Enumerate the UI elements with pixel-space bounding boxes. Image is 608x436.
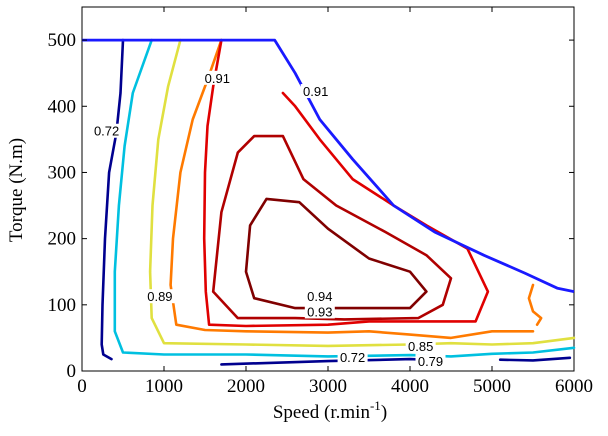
x-tick-label: 4000 <box>391 376 429 397</box>
x-tick-label: 3000 <box>309 376 347 397</box>
boundary-line <box>82 38 575 293</box>
contour-lines <box>100 38 576 366</box>
contour-0.93-segment-0 <box>211 134 453 321</box>
contour-0.94-segment-0 <box>244 197 428 310</box>
x-tick-label: 6000 <box>555 376 593 397</box>
y-axis-ticks: 0 100 200 300 400 500 <box>48 30 574 382</box>
contour-0.89-segment-0 <box>169 38 535 340</box>
x-axis-title: Speed (r.min-1) <box>273 398 387 423</box>
contour-0.85-segment-0 <box>148 38 576 348</box>
contour-labels: 0.72 0.91 0.91 0.89 0.940.93 0.85 0.72 0.79 <box>91 70 446 369</box>
contour-0.72-segment-2 <box>498 356 572 362</box>
x-tick-label: 2000 <box>227 376 265 397</box>
y-tick-label: 200 <box>48 229 77 250</box>
contour-label-bg <box>415 354 446 369</box>
contour-label-bg <box>144 289 175 304</box>
contour-label-bg <box>337 350 368 365</box>
y-axis-title: Torque (N.m) <box>6 138 27 242</box>
contour-label: 0.91 <box>205 71 230 86</box>
contour-label-bg <box>202 70 233 85</box>
x-axis-ticks: 0 1000 2000 3000 4000 5000 6000 <box>77 7 593 397</box>
y-tick-label: 0 <box>67 361 77 382</box>
contour-label: 0.79 <box>418 354 443 369</box>
contour-label: 0.93 <box>307 304 332 319</box>
contour-label-bg <box>300 84 331 99</box>
x-tick-label: 5000 <box>473 376 511 397</box>
contour-label: 0.72 <box>340 350 365 365</box>
contour-label: 0.91 <box>303 84 328 99</box>
contour-label: 0.94 <box>307 289 332 304</box>
y-tick-label: 500 <box>48 30 77 51</box>
contour-0.79-segment-0 <box>113 38 576 358</box>
contour-label-bg <box>304 304 335 319</box>
contour-label-bg <box>304 289 335 304</box>
x-tick-label: 0 <box>77 376 87 397</box>
contour-label-bg <box>405 338 436 353</box>
contour-0.89-segment-1 <box>527 283 543 327</box>
contour-label: 0.72 <box>94 124 119 139</box>
y-tick-label: 400 <box>48 96 77 117</box>
contour-0.91-segment-0 <box>202 38 490 328</box>
contour-label-bg <box>91 123 122 138</box>
y-tick-label: 300 <box>48 162 77 183</box>
contour-label: 0.89 <box>147 289 172 304</box>
torque-speed-boundary <box>82 38 575 293</box>
contour-label: 0.85 <box>408 339 433 354</box>
contour-0.72-segment-0 <box>100 38 125 361</box>
y-tick-label: 100 <box>48 295 77 316</box>
x-tick-label: 1000 <box>145 376 183 397</box>
